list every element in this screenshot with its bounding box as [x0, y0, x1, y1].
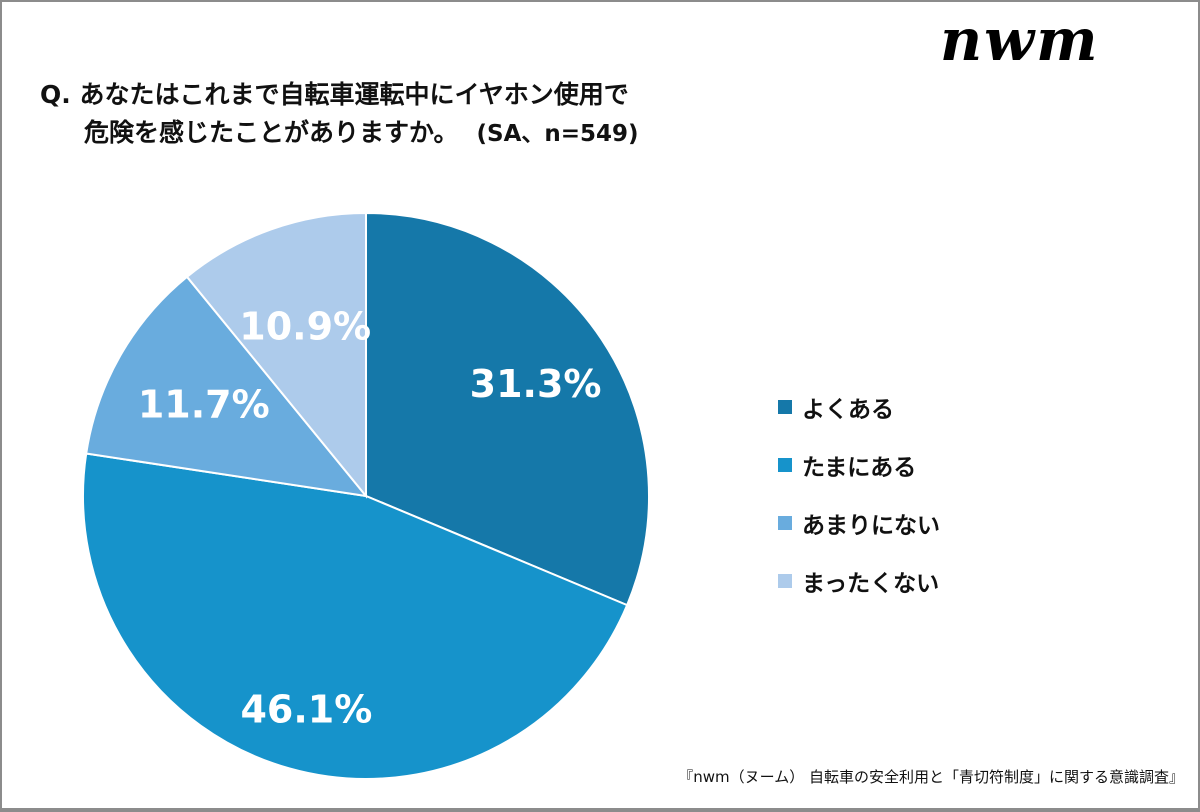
legend-item: たまにある: [778, 436, 940, 494]
legend-swatch: [778, 574, 792, 588]
legend-item: あまりにない: [778, 494, 940, 552]
legend-label: まったくない: [802, 571, 940, 597]
slice-label: 31.3%: [470, 362, 602, 406]
legend-label: あまりにない: [802, 513, 940, 539]
legend-label: よくある: [802, 397, 894, 423]
title-line-1: Q. あなたはこれまで自転車運転中にイヤホン使用で: [40, 80, 629, 109]
pie-slice: [82, 452, 629, 780]
slice-label: 10.9%: [239, 304, 371, 348]
legend-swatch: [778, 400, 792, 414]
pie-slice: [185, 211, 367, 499]
legend-item: よくある: [778, 378, 940, 436]
sample-size: (SA、n=549): [476, 121, 639, 147]
legend-swatch: [778, 458, 792, 472]
slice-label: 11.7%: [138, 382, 270, 426]
chart-title: Q. あなたはこれまで自転車運転中にイヤホン使用で 危険を感じたことがありますか…: [40, 76, 639, 153]
pie-slice: [365, 211, 650, 607]
legend: よくある たまにある あまりにない まったくない: [778, 378, 940, 610]
slice-label: 46.1%: [240, 688, 372, 732]
pie-slice: [85, 275, 369, 498]
nwm-logo: nwm: [940, 6, 1100, 74]
legend-label: たまにある: [802, 455, 917, 481]
title-text: 危険を感じたことがありますか。: [84, 118, 459, 147]
legend-swatch: [778, 516, 792, 530]
legend-item: まったくない: [778, 552, 940, 610]
title-line-2: 危険を感じたことがありますか。 (SA、n=549): [40, 114, 639, 153]
source-note: 『nwm（ヌーム） 自転車の安全利用と「青切符制度」に関する意識調査』: [678, 768, 1184, 786]
